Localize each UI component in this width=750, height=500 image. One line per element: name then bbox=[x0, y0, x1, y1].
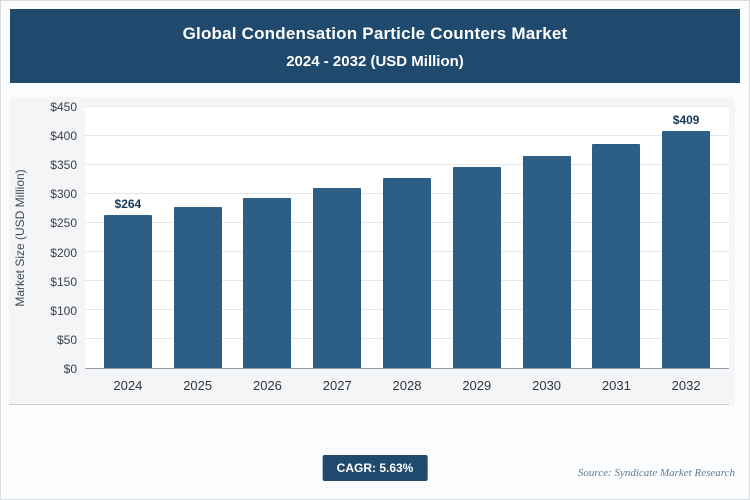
bar-value-label: $264 bbox=[114, 196, 142, 211]
x-axis-labels: 2024 2025 2026 2027 2028 2029 2030 2031 2032 bbox=[85, 369, 729, 405]
bar-slot bbox=[163, 107, 233, 368]
bar-value-label: $409 bbox=[672, 112, 700, 127]
y-tick-label: $0 bbox=[63, 362, 77, 376]
y-axis-ticks: $0 $50 $100 $150 $200 $250 $300 $350 $400 $450 bbox=[31, 100, 85, 376]
bars-container: $264 $409 bbox=[85, 107, 729, 368]
bar-slot bbox=[512, 107, 582, 368]
y-tick-label: $150 bbox=[50, 274, 77, 289]
y-tick-label: $450 bbox=[50, 100, 77, 114]
x-axis-label: 2032 bbox=[671, 378, 701, 393]
x-axis-label: 2027 bbox=[322, 378, 352, 393]
chart-bar bbox=[173, 206, 222, 368]
gridline bbox=[85, 164, 729, 165]
y-axis-label-column: Market Size (USD Million) bbox=[9, 107, 31, 369]
bar-chart: Market Size (USD Million) $0 $50 $100 $150 $… bbox=[9, 97, 735, 405]
y-tick-label: $200 bbox=[50, 245, 77, 260]
chart-bar bbox=[662, 130, 711, 368]
bar-slot: $264 bbox=[93, 107, 163, 368]
y-tick-label: $50 bbox=[56, 332, 77, 347]
gridline bbox=[85, 135, 729, 136]
chart-bar bbox=[313, 188, 362, 368]
y-tick-label: $400 bbox=[50, 129, 77, 144]
bar-slot bbox=[233, 107, 303, 368]
plot-area: $264 $409 bbox=[85, 106, 729, 369]
x-axis-label: 2024 bbox=[113, 378, 143, 393]
x-axis-spacer bbox=[9, 369, 85, 405]
bar-slot bbox=[581, 107, 651, 368]
bar-slot bbox=[442, 107, 512, 368]
chart-title-line1: Global Condensation Particle Counters Ma… bbox=[182, 24, 568, 43]
y-tick-label: $300 bbox=[50, 187, 77, 202]
x-axis-label: 2030 bbox=[532, 378, 562, 393]
chart-bar bbox=[383, 178, 432, 368]
cagr-badge: CAGR: 5.63% bbox=[322, 455, 428, 481]
y-tick-label: $100 bbox=[50, 303, 77, 318]
source-attribution: Source: Syndicate Market Research bbox=[577, 467, 735, 479]
chart-bar bbox=[592, 144, 641, 368]
x-axis-label: 2026 bbox=[252, 378, 282, 393]
y-tick-label: $350 bbox=[50, 158, 77, 173]
x-axis-label: 2028 bbox=[392, 378, 422, 393]
chart-bar bbox=[243, 198, 292, 368]
bar-slot bbox=[372, 107, 442, 368]
chart-footer: CAGR: 5.63% Source: Syndicate Market Res… bbox=[1, 441, 749, 499]
bar-slot: $409 bbox=[651, 107, 721, 368]
x-axis-label: 2025 bbox=[183, 378, 213, 393]
chart-bar bbox=[103, 214, 152, 368]
bar-slot bbox=[302, 107, 372, 368]
gridline bbox=[85, 106, 729, 107]
y-tick-label: $250 bbox=[50, 216, 77, 231]
y-axis-title: Market Size (USD Million) bbox=[13, 169, 27, 307]
chart-title-banner: Global Condensation Particle Counters Ma… bbox=[10, 9, 740, 83]
chart-title-line2: 2024 - 2032 (USD Million) bbox=[286, 53, 464, 70]
chart-bar bbox=[522, 156, 571, 368]
x-axis-label: 2029 bbox=[462, 378, 492, 393]
x-axis-label: 2031 bbox=[601, 378, 631, 393]
chart-bar bbox=[452, 167, 501, 368]
